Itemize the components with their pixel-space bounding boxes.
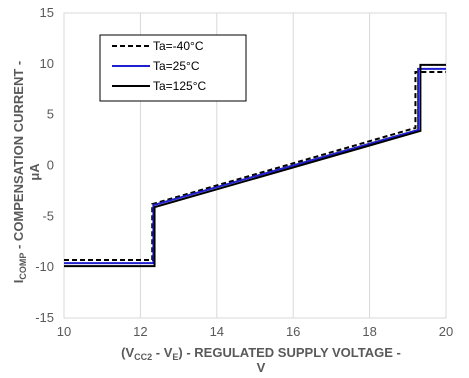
y-axis-title-subscript: COMP [18,253,28,280]
legend-label: Ta=125°C [153,79,207,93]
legend: Ta=-40°C Ta=25°C Ta=125°C [99,34,247,102]
y-tick-label: 10 [40,56,54,71]
y-axis-ticks: -15 -10 -5 0 5 10 15 [35,5,54,325]
x-axis-ticks: 10 12 14 16 18 20 [57,324,453,339]
x-axis-title-part: (V [121,345,134,360]
x-axis-title-subscript: CC2 [134,352,152,362]
y-tick-label: -10 [35,259,54,274]
y-tick-label: -15 [35,310,54,325]
y-axis-title-line2: μA [27,163,42,181]
x-tick-label: 18 [362,324,376,339]
series-layer [64,63,446,268]
x-axis-title: (VCC2 - VE) - REGULATED SUPPLY VOLTAGE - [121,345,401,362]
x-axis-title-part: ) - REGULATED SUPPLY VOLTAGE - [178,345,400,360]
series-line [64,70,446,262]
y-axis-title-part: - COMPENSATION CURRENT - [11,61,26,253]
y-tick-label: 0 [47,158,54,173]
x-axis-title-part: - V [152,345,173,360]
y-tick-label: -5 [42,208,54,223]
series-line [64,63,446,268]
y-axis-title-part: I [11,280,26,284]
legend-label: Ta=25°C [153,59,200,73]
y-tick-label: 5 [47,107,54,122]
series-line [64,67,446,265]
x-axis-title-subscript: E [172,352,178,362]
y-axis-title: ICOMP - COMPENSATION CURRENT - [11,61,28,284]
x-tick-label: 12 [133,324,147,339]
x-tick-label: 16 [286,324,300,339]
x-tick-label: 20 [439,324,453,339]
y-tick-label: 15 [40,5,54,20]
x-tick-label: 10 [57,324,71,339]
plot-border [63,12,447,319]
x-tick-label: 14 [210,324,224,339]
x-axis-title-line2: V [257,360,266,375]
legend-label: Ta=-40°C [153,39,204,53]
